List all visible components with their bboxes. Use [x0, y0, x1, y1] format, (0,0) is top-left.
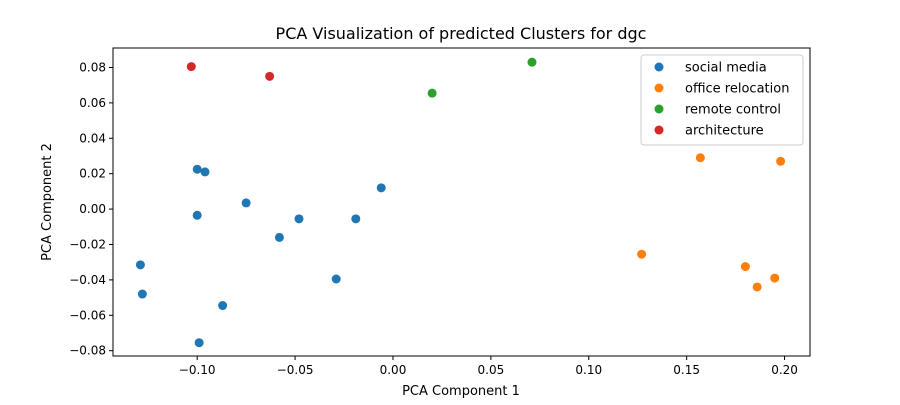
y-tick-label: 0.02: [79, 167, 106, 181]
point-series-0-2: [241, 198, 251, 208]
point-series-0-4: [376, 183, 386, 193]
plot-area: [135, 57, 786, 348]
legend-label-3: architecture: [685, 124, 764, 139]
legend: social media office relocation remote cont…: [640, 54, 804, 146]
legend-marker-3: [654, 125, 664, 135]
point-series-3-0: [186, 62, 196, 72]
point-series-0-0: [192, 164, 202, 174]
legend-marker-1: [654, 83, 664, 93]
point-series-1-4: [770, 273, 780, 283]
x-tick-label: 0.15: [673, 363, 700, 377]
y-tick-label: −0.08: [69, 344, 106, 358]
x-tick-label: 0.05: [478, 363, 505, 377]
legend-box: [640, 54, 804, 146]
x-axis-label: PCA Component 1: [402, 384, 520, 399]
point-series-0-12: [194, 338, 204, 348]
y-axis: −0.08 −0.06 −0.04 −0.02 0.00 0.02 0.04 0.06 0.08: [69, 60, 113, 358]
point-series-0-5: [294, 214, 304, 224]
legend-marker-0: [654, 62, 664, 72]
point-series-0-3: [192, 210, 202, 220]
x-axis: −0.10 −0.05 0.00 0.05 0.10 0.15 0.20: [179, 356, 798, 377]
x-tick-label: −0.05: [277, 363, 314, 377]
point-series-0-1: [200, 167, 210, 177]
point-series-1-0: [695, 153, 705, 163]
plot-frame: [112, 47, 811, 357]
point-series-1-3: [740, 262, 750, 272]
y-axis-label: PCA Component 2: [40, 143, 55, 261]
point-series-0-8: [135, 260, 145, 270]
y-tick-label: −0.02: [69, 237, 106, 251]
y-tick-label: 0.04: [79, 131, 106, 145]
x-tick-label: 0.10: [575, 363, 602, 377]
point-series-0-6: [351, 214, 361, 224]
chart-title: PCA Visualization of predicted Clusters …: [276, 24, 647, 43]
x-tick-label: −0.10: [179, 363, 216, 377]
y-tick-label: −0.04: [69, 273, 106, 287]
point-series-2-0: [427, 88, 437, 98]
y-tick-label: −0.06: [69, 308, 106, 322]
y-tick-label: 0.00: [79, 202, 106, 216]
y-tick-label: 0.08: [79, 60, 106, 74]
y-tick-label: 0.06: [79, 96, 106, 110]
point-series-3-1: [265, 71, 275, 81]
point-series-0-11: [218, 301, 228, 311]
point-series-1-1: [776, 156, 786, 166]
point-series-0-9: [331, 274, 341, 284]
point-series-0-7: [274, 232, 284, 242]
legend-label-0: social media: [685, 61, 767, 76]
legend-label-2: remote control: [685, 103, 781, 118]
x-tick-label: 0.00: [380, 363, 407, 377]
point-series-1-2: [637, 249, 647, 259]
point-series-1-5: [752, 282, 762, 292]
point-series-0-10: [137, 289, 147, 299]
legend-label-1: office relocation: [685, 82, 789, 97]
legend-marker-2: [654, 104, 664, 114]
x-tick-label: 0.20: [771, 363, 798, 377]
point-series-2-1: [527, 57, 537, 67]
